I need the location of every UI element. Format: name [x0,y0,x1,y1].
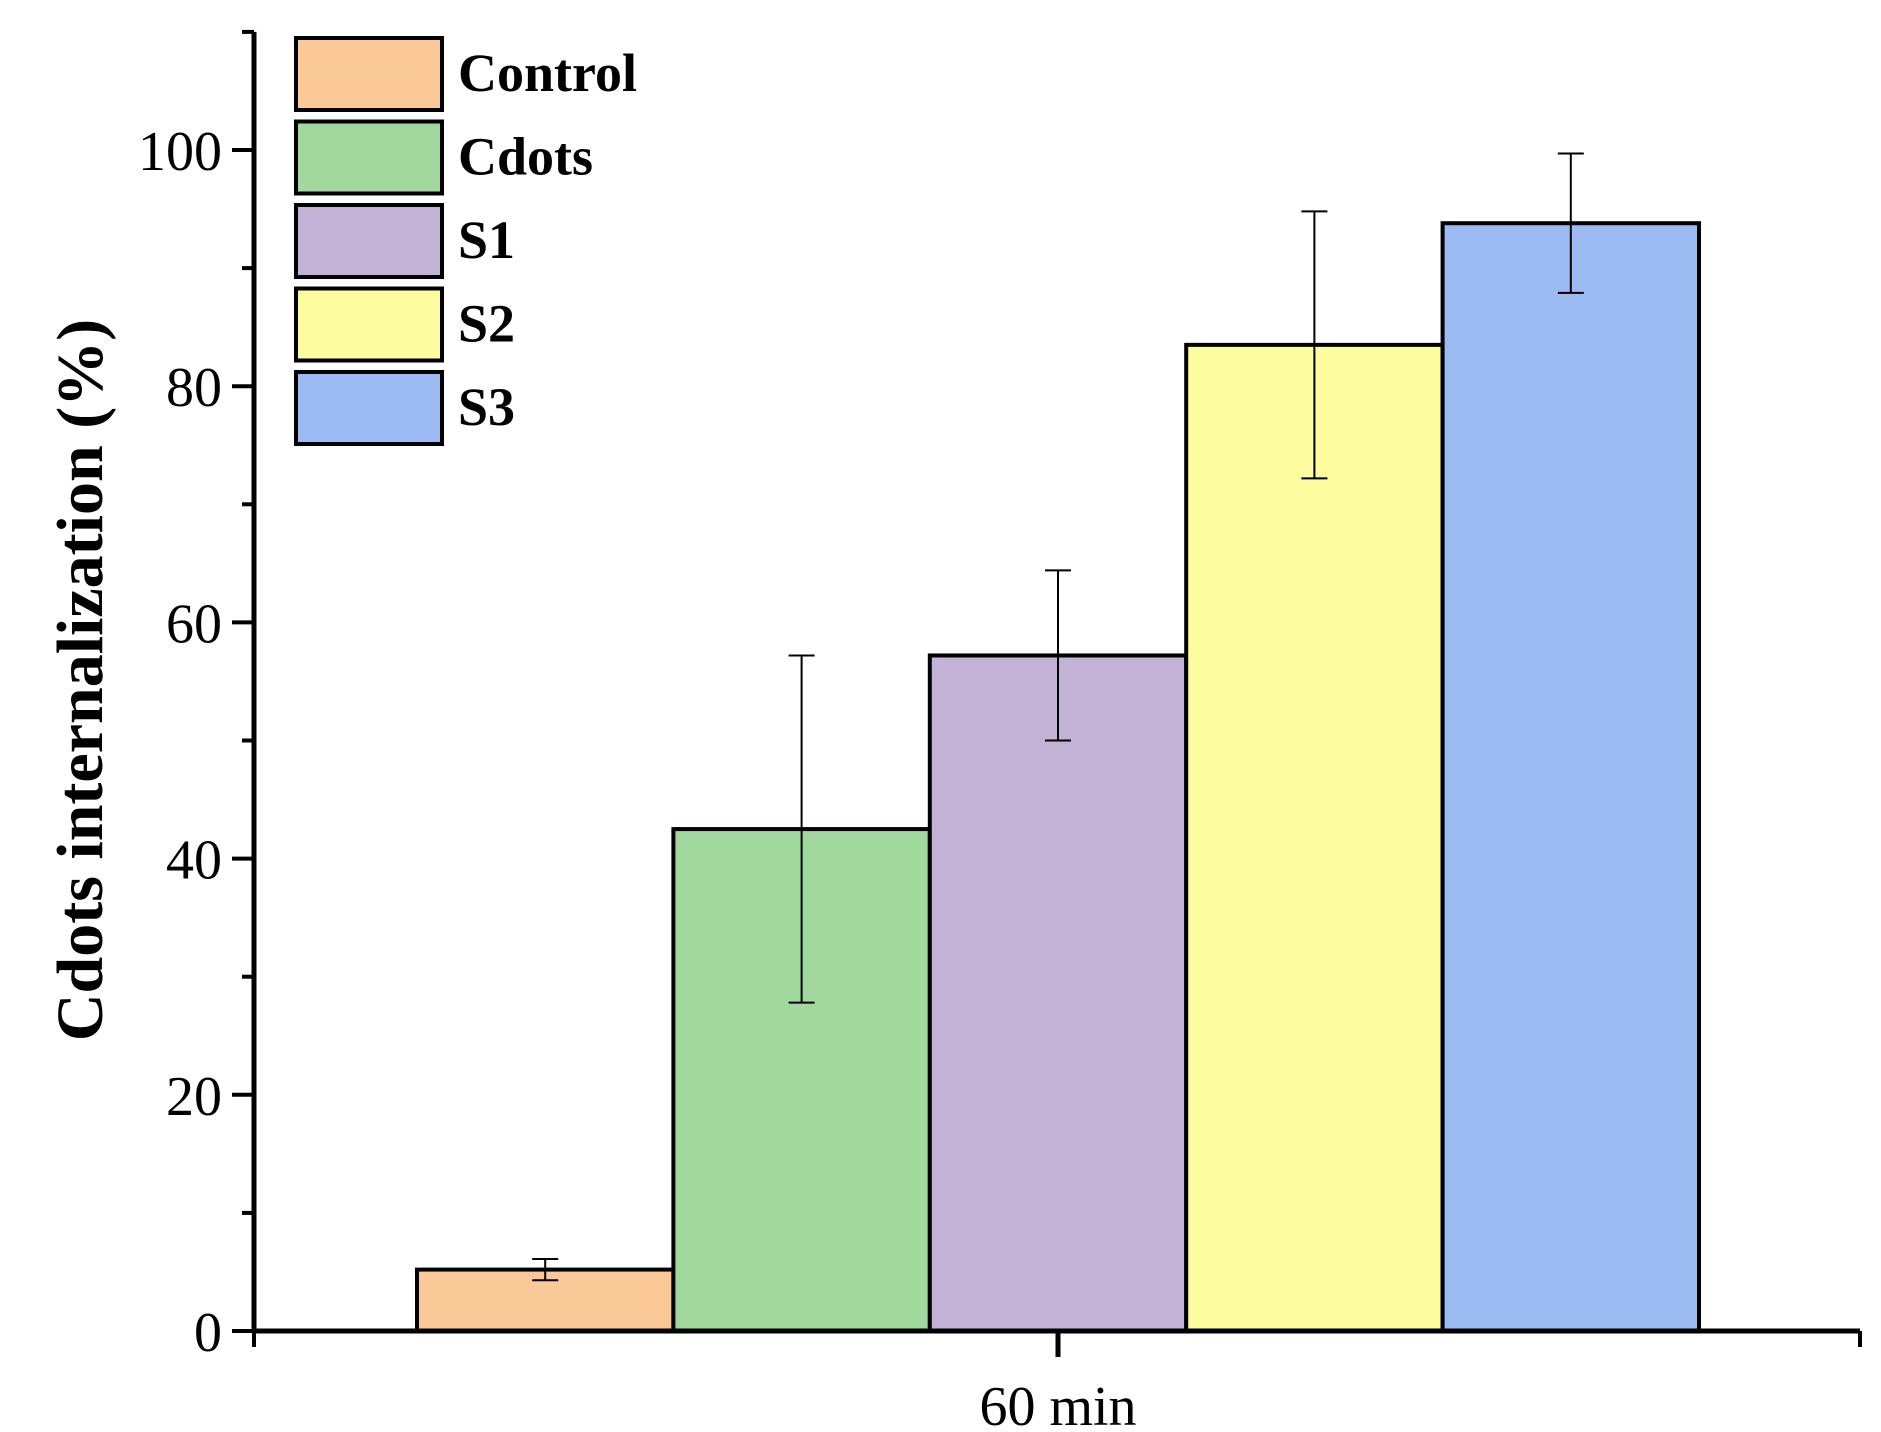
legend-swatch-control [294,36,444,112]
legend-label-control: Control [458,43,637,103]
y-tick-label: 80 [166,357,222,419]
legend-swatch-s3 [294,370,444,446]
axes-layer: 0 20 40 60 80 100 60 min [138,29,1862,1432]
legend-label-s1: S1 [458,210,515,270]
y-tick-label: 60 [166,593,222,655]
legend-label-cdots: Cdots [458,127,593,187]
y-tick-label: 40 [166,830,222,892]
legend-swatch-cdots [294,119,444,196]
bar-s2 [1184,342,1445,1333]
legend: Control Cdots S1 S2 S3 [294,36,637,446]
y-tick-label: 20 [166,1066,222,1128]
legend-label-s2: S2 [458,294,515,354]
legend-swatch-s1 [294,203,444,279]
legend-label-s3: S3 [458,377,515,437]
error-bars-layer [532,152,1584,1282]
y-tick-label: 100 [138,121,222,183]
bar-s1 [927,653,1189,1333]
y-tick-label: 0 [194,1302,222,1364]
bars-layer [415,221,1701,1334]
x-tick-label: 60 min [979,1376,1136,1432]
legend-swatch-s2 [294,286,444,363]
y-axis-title: Cdots internalization (%) [44,319,117,1041]
bar-s3 [1440,221,1701,1333]
